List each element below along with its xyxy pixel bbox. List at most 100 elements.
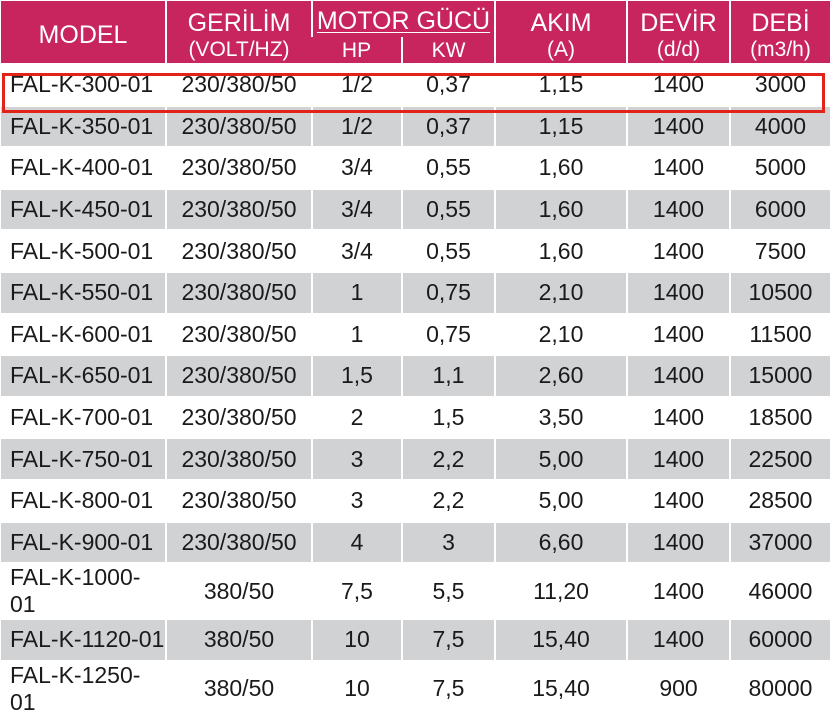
table-row: FAL-K-450-01 230/380/50 3/4 0,55 1,60 1400 600… bbox=[1, 187, 830, 231]
header-kw: KW bbox=[401, 37, 495, 64]
header-current: AKIM (A) bbox=[494, 1, 627, 64]
cell-flow: 80000 bbox=[729, 659, 830, 716]
cell-model: FAL-K-300-01 bbox=[1, 63, 166, 106]
cell-kw: 2,2 bbox=[401, 437, 495, 480]
cell-hp: 3 bbox=[311, 478, 402, 522]
cell-speed: 1400 bbox=[626, 562, 730, 620]
cell-current: 1,60 bbox=[494, 229, 627, 272]
cell-flow: 15000 bbox=[729, 354, 830, 397]
cell-speed: 1400 bbox=[626, 229, 730, 272]
cell-flow: 10500 bbox=[729, 270, 830, 314]
cell-hp: 1/2 bbox=[311, 63, 402, 106]
cell-model: FAL-K-400-01 bbox=[1, 146, 166, 189]
cell-current: 1,60 bbox=[494, 146, 627, 189]
cell-flow: 5000 bbox=[729, 146, 830, 189]
cell-voltage: 230/380/50 bbox=[165, 520, 312, 564]
table-row: FAL-K-750-01 230/380/50 3 2,2 5,00 1400 22500 bbox=[1, 437, 830, 480]
cell-speed: 1400 bbox=[626, 478, 730, 522]
cell-model: FAL-K-450-01 bbox=[1, 187, 166, 231]
cell-kw: 0,75 bbox=[401, 270, 495, 314]
cell-voltage: 230/380/50 bbox=[165, 187, 312, 231]
cell-model: FAL-K-1250-01 bbox=[1, 659, 166, 716]
cell-flow: 37000 bbox=[729, 520, 830, 564]
cell-voltage: 380/50 bbox=[165, 659, 312, 716]
cell-current: 2,10 bbox=[494, 270, 627, 314]
cell-speed: 1400 bbox=[626, 312, 730, 356]
cell-flow: 18500 bbox=[729, 395, 830, 439]
cell-model: FAL-K-500-01 bbox=[1, 229, 166, 272]
cell-kw: 0,55 bbox=[401, 229, 495, 272]
cell-hp: 7,5 bbox=[311, 562, 402, 620]
table-row: FAL-K-500-01 230/380/50 3/4 0,55 1,60 1400 750… bbox=[1, 229, 830, 272]
cell-kw: 1,5 bbox=[401, 395, 495, 439]
cell-kw: 2,2 bbox=[401, 478, 495, 522]
cell-hp: 1,5 bbox=[311, 354, 402, 397]
cell-flow: 60000 bbox=[729, 618, 830, 661]
cell-current: 11,20 bbox=[494, 562, 627, 620]
cell-model: FAL-K-650-01 bbox=[1, 354, 166, 397]
cell-voltage: 230/380/50 bbox=[165, 63, 312, 106]
cell-voltage: 230/380/50 bbox=[165, 395, 312, 439]
cell-hp: 1 bbox=[311, 312, 402, 356]
cell-hp: 10 bbox=[311, 659, 402, 716]
cell-hp: 4 bbox=[311, 520, 402, 564]
cell-hp: 10 bbox=[311, 618, 402, 661]
cell-current: 5,00 bbox=[494, 437, 627, 480]
cell-voltage: 230/380/50 bbox=[165, 146, 312, 189]
table-row: FAL-K-550-01 230/380/50 1 0,75 2,10 1400 10500 bbox=[1, 270, 830, 314]
cell-hp: 2 bbox=[311, 395, 402, 439]
header-model: MODEL bbox=[1, 1, 166, 64]
header-voltage: GERİLİM (VOLT/HZ) bbox=[165, 1, 312, 64]
cell-speed: 1400 bbox=[626, 187, 730, 231]
table-row: FAL-K-350-01 230/380/50 1/2 0,37 1,15 1400 400… bbox=[1, 104, 830, 148]
cell-current: 2,10 bbox=[494, 312, 627, 356]
table-row: FAL-K-800-01 230/380/50 3 2,2 5,00 1400 28500 bbox=[1, 478, 830, 522]
cell-flow: 22500 bbox=[729, 437, 830, 480]
header-flow: DEBİ (m3/h) bbox=[729, 1, 830, 64]
cell-hp: 3/4 bbox=[311, 187, 402, 231]
table-row: FAL-K-900-01 230/380/50 4 3 6,60 1400 37000 bbox=[1, 520, 830, 564]
cell-kw: 0,37 bbox=[401, 63, 495, 106]
cell-voltage: 230/380/50 bbox=[165, 104, 312, 148]
cell-kw: 0,37 bbox=[401, 104, 495, 148]
cell-speed: 1400 bbox=[626, 63, 730, 106]
cell-current: 15,40 bbox=[494, 659, 627, 716]
cell-current: 1,15 bbox=[494, 104, 627, 148]
cell-voltage: 230/380/50 bbox=[165, 270, 312, 314]
cell-model: FAL-K-350-01 bbox=[1, 104, 166, 148]
cell-voltage: 380/50 bbox=[165, 562, 312, 620]
cell-speed: 1400 bbox=[626, 437, 730, 480]
cell-kw: 1,1 bbox=[401, 354, 495, 397]
cell-current: 1,15 bbox=[494, 63, 627, 106]
cell-current: 1,60 bbox=[494, 187, 627, 231]
header-motor-power: MOTOR GÜCÜ bbox=[311, 1, 495, 37]
cell-kw: 7,5 bbox=[401, 618, 495, 661]
cell-voltage: 380/50 bbox=[165, 618, 312, 661]
table-body: FAL-K-300-01 230/380/50 1/2 0,37 1,15 1400 300… bbox=[1, 63, 830, 716]
cell-flow: 11500 bbox=[729, 312, 830, 356]
cell-model: FAL-K-900-01 bbox=[1, 520, 166, 564]
cell-speed: 1400 bbox=[626, 104, 730, 148]
cell-speed: 1400 bbox=[626, 270, 730, 314]
cell-hp: 1/2 bbox=[311, 104, 402, 148]
cell-flow: 6000 bbox=[729, 187, 830, 231]
table-row: FAL-K-650-01 230/380/50 1,5 1,1 2,60 1400 1500… bbox=[1, 354, 830, 397]
cell-current: 3,50 bbox=[494, 395, 627, 439]
cell-hp: 3/4 bbox=[311, 229, 402, 272]
cell-current: 5,00 bbox=[494, 478, 627, 522]
cell-model: FAL-K-1120-01 bbox=[1, 618, 166, 661]
table-row: FAL-K-300-01 230/380/50 1/2 0,37 1,15 1400 300… bbox=[1, 63, 830, 106]
cell-voltage: 230/380/50 bbox=[165, 437, 312, 480]
table-row: FAL-K-400-01 230/380/50 3/4 0,55 1,60 1400 500… bbox=[1, 146, 830, 189]
cell-model: FAL-K-750-01 bbox=[1, 437, 166, 480]
cell-speed: 900 bbox=[626, 659, 730, 716]
cell-flow: 3000 bbox=[729, 63, 830, 106]
cell-kw: 0,55 bbox=[401, 146, 495, 189]
cell-flow: 7500 bbox=[729, 229, 830, 272]
cell-voltage: 230/380/50 bbox=[165, 312, 312, 356]
cell-speed: 1400 bbox=[626, 146, 730, 189]
cell-kw: 3 bbox=[401, 520, 495, 564]
cell-model: FAL-K-600-01 bbox=[1, 312, 166, 356]
cell-voltage: 230/380/50 bbox=[165, 354, 312, 397]
